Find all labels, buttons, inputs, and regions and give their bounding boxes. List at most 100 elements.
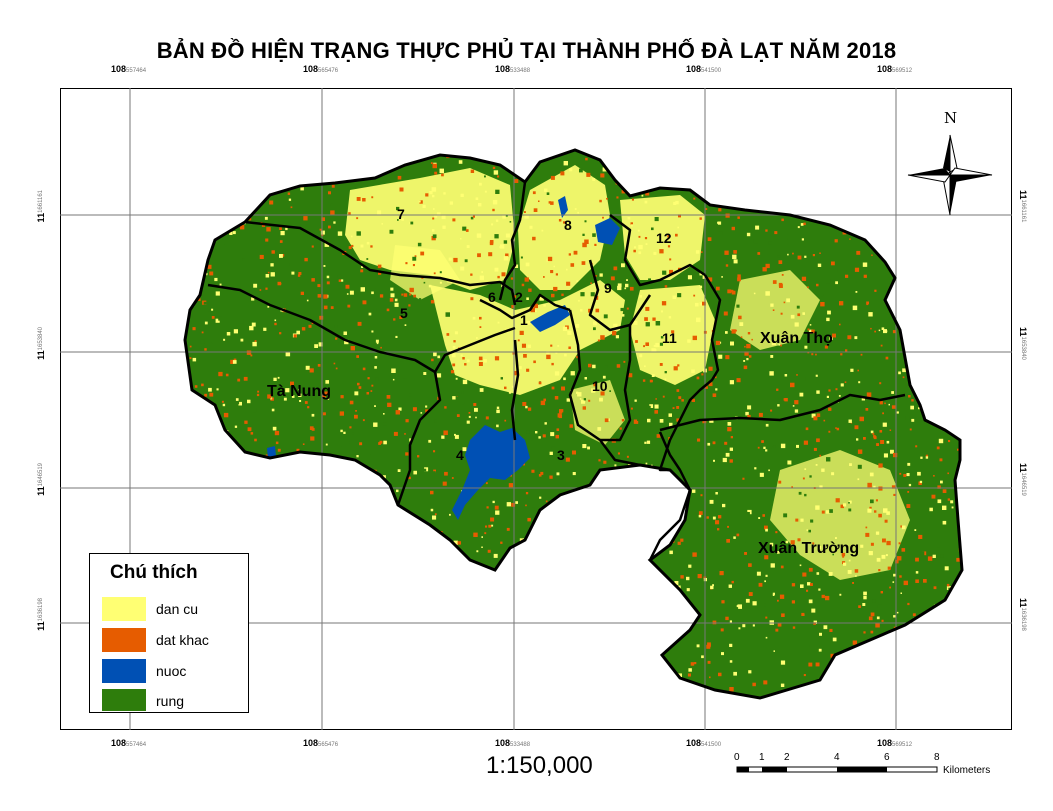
land-speckle bbox=[303, 540, 306, 543]
land-speckle bbox=[793, 173, 796, 176]
land-speckle bbox=[241, 522, 243, 525]
land-speckle bbox=[602, 216, 604, 219]
land-speckle bbox=[833, 268, 838, 273]
land-speckle bbox=[353, 656, 357, 660]
land-speckle bbox=[581, 594, 585, 597]
land-speckle bbox=[585, 619, 589, 623]
land-speckle bbox=[461, 401, 465, 405]
land-speckle bbox=[441, 435, 445, 439]
land-speckle bbox=[247, 427, 252, 432]
land-speckle bbox=[374, 639, 379, 644]
land-speckle bbox=[859, 696, 864, 698]
land-speckle bbox=[527, 517, 531, 522]
land-speckle bbox=[274, 449, 279, 453]
land-speckle bbox=[849, 463, 852, 466]
land-speckle bbox=[291, 598, 294, 602]
land-speckle bbox=[642, 379, 646, 382]
land-speckle bbox=[848, 500, 852, 504]
land-speckle bbox=[343, 557, 348, 562]
land-speckle bbox=[653, 349, 657, 353]
land-speckle bbox=[275, 605, 280, 610]
land-speckle bbox=[291, 271, 295, 275]
land-speckle bbox=[355, 451, 359, 456]
land-speckle bbox=[581, 553, 584, 556]
urban-area bbox=[518, 165, 610, 290]
land-speckle bbox=[595, 275, 597, 277]
land-speckle bbox=[753, 238, 758, 244]
land-speckle bbox=[206, 188, 210, 191]
land-speckle bbox=[453, 257, 458, 263]
land-speckle bbox=[619, 502, 623, 506]
land-speckle bbox=[896, 611, 899, 614]
land-speckle bbox=[626, 609, 631, 614]
land-speckle bbox=[390, 293, 395, 298]
land-speckle bbox=[371, 196, 374, 199]
land-speckle bbox=[830, 653, 835, 658]
land-speckle bbox=[662, 409, 667, 414]
land-speckle bbox=[857, 188, 859, 191]
land-speckle bbox=[527, 599, 531, 603]
land-speckle bbox=[940, 579, 944, 583]
land-speckle bbox=[565, 457, 570, 462]
land-speckle bbox=[533, 208, 538, 212]
land-speckle bbox=[263, 151, 266, 155]
land-speckle bbox=[398, 558, 402, 562]
land-speckle bbox=[603, 480, 606, 483]
land-speckle bbox=[380, 661, 384, 664]
land-speckle bbox=[600, 173, 605, 178]
land-speckle bbox=[820, 302, 825, 307]
land-speckle bbox=[733, 191, 738, 195]
land-speckle bbox=[626, 279, 628, 281]
land-speckle bbox=[799, 564, 802, 567]
land-speckle bbox=[261, 223, 266, 227]
land-speckle bbox=[271, 408, 275, 412]
land-speckle bbox=[647, 418, 651, 423]
land-speckle bbox=[631, 647, 634, 649]
land-speckle bbox=[830, 679, 834, 684]
land-speckle bbox=[818, 648, 822, 652]
land-speckle bbox=[595, 308, 600, 313]
land-speckle bbox=[677, 541, 681, 545]
land-speckle bbox=[535, 431, 538, 434]
land-speckle bbox=[473, 494, 476, 497]
land-speckle bbox=[579, 698, 583, 702]
land-speckle bbox=[936, 417, 939, 421]
land-speckle bbox=[630, 407, 633, 410]
land-speckle bbox=[510, 640, 514, 644]
land-speckle bbox=[718, 231, 723, 235]
land-speckle bbox=[620, 551, 623, 554]
land-speckle bbox=[580, 665, 584, 669]
land-speckle bbox=[765, 291, 770, 296]
land-speckle bbox=[256, 563, 261, 568]
land-speckle bbox=[606, 197, 608, 200]
land-speckle bbox=[234, 425, 238, 428]
land-speckle bbox=[256, 684, 260, 688]
land-speckle bbox=[948, 700, 951, 703]
land-speckle bbox=[378, 567, 383, 572]
land-speckle bbox=[330, 674, 333, 677]
land-speckle bbox=[907, 462, 911, 466]
land-speckle bbox=[253, 283, 258, 288]
land-speckle bbox=[526, 430, 530, 434]
land-speckle bbox=[696, 376, 700, 380]
land-speckle bbox=[335, 519, 340, 524]
land-speckle bbox=[276, 626, 279, 629]
land-speckle bbox=[452, 649, 457, 653]
land-speckle bbox=[529, 629, 532, 632]
land-speckle bbox=[302, 443, 305, 445]
land-speckle bbox=[317, 284, 321, 288]
land-speckle bbox=[610, 276, 615, 281]
land-speckle bbox=[392, 378, 395, 381]
land-speckle bbox=[914, 529, 917, 531]
land-speckle bbox=[839, 593, 842, 596]
land-speckle bbox=[277, 376, 280, 379]
land-speckle bbox=[686, 588, 690, 592]
land-speckle bbox=[325, 443, 328, 446]
land-speckle bbox=[897, 556, 902, 561]
land-speckle bbox=[577, 211, 579, 214]
land-speckle bbox=[900, 592, 902, 594]
land-speckle bbox=[495, 189, 500, 194]
land-speckle bbox=[604, 365, 608, 369]
boundary-3-10 bbox=[568, 309, 601, 442]
land-speckle bbox=[620, 561, 625, 566]
